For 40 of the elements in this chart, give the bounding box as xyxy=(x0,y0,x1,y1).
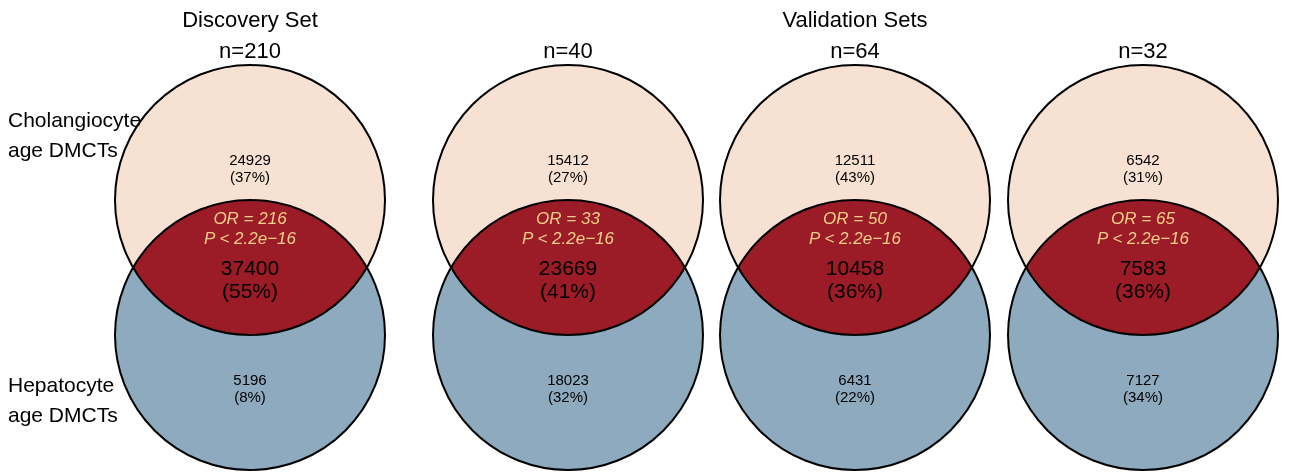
data-label: 18023 xyxy=(547,371,589,388)
text: OR = 50 xyxy=(823,209,888,228)
text: OR = 33 xyxy=(536,209,601,228)
text: P < 2.2e−16 xyxy=(808,229,902,248)
data-label: 24929 xyxy=(229,151,271,168)
text: (34%) xyxy=(1122,388,1164,405)
data-label: 15412 xyxy=(547,151,589,168)
data-label: 7583 xyxy=(1119,256,1167,279)
data-label: 6542 xyxy=(1126,151,1160,168)
text: (37%) xyxy=(229,168,271,185)
data-label: 10458 xyxy=(825,256,885,279)
text: (36%) xyxy=(826,279,884,302)
text: (8%) xyxy=(234,388,266,405)
category-label: Cholangiocyte age DMCTs xyxy=(8,108,142,161)
text: (31%) xyxy=(1122,168,1164,185)
text: (32%) xyxy=(547,388,589,405)
text: (41%) xyxy=(539,279,597,302)
text: (43%) xyxy=(834,168,876,185)
data-label: 37400 xyxy=(220,256,280,279)
text: n=40 xyxy=(543,38,593,63)
data-label: 7127 xyxy=(1126,371,1160,388)
text: Discovery Set xyxy=(182,7,318,32)
text: n=32 xyxy=(1118,38,1168,63)
category-label: Hepatocyte age DMCTs xyxy=(8,373,118,426)
data-label: 6431 xyxy=(838,371,872,388)
text: (55%) xyxy=(221,279,279,302)
text: (27%) xyxy=(547,168,589,185)
text: P < 2.2e−16 xyxy=(1096,229,1190,248)
text: Validation Sets xyxy=(782,7,928,32)
text: P < 2.2e−16 xyxy=(203,229,297,248)
data-label: 5196 xyxy=(233,371,267,388)
text: OR = 216 xyxy=(213,209,288,228)
data-label: 23669 xyxy=(538,256,598,279)
text: n=210 xyxy=(219,38,281,63)
text: (36%) xyxy=(1114,279,1172,302)
text: P < 2.2e−16 xyxy=(521,229,615,248)
text: (22%) xyxy=(834,388,876,405)
text: n=64 xyxy=(830,38,880,63)
data-label: 12511 xyxy=(834,151,876,168)
text: OR = 65 xyxy=(1111,209,1176,228)
